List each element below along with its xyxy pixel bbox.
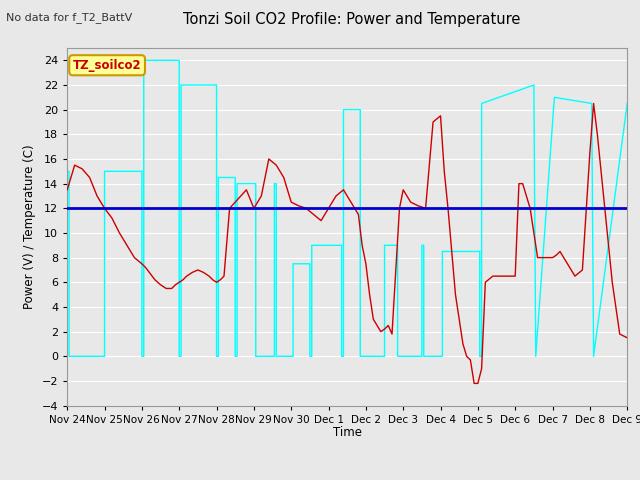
Legend: CR23X Temperature, CR23X Voltage, CR10X Temperature: CR23X Temperature, CR23X Voltage, CR10X … <box>118 478 576 480</box>
Text: TZ_soilco2: TZ_soilco2 <box>73 59 141 72</box>
Y-axis label: Power (V) / Temperature (C): Power (V) / Temperature (C) <box>23 144 36 309</box>
X-axis label: Time: Time <box>333 426 362 439</box>
Text: Tonzi Soil CO2 Profile: Power and Temperature: Tonzi Soil CO2 Profile: Power and Temper… <box>183 12 521 27</box>
Text: No data for f_T2_BattV: No data for f_T2_BattV <box>6 12 132 23</box>
